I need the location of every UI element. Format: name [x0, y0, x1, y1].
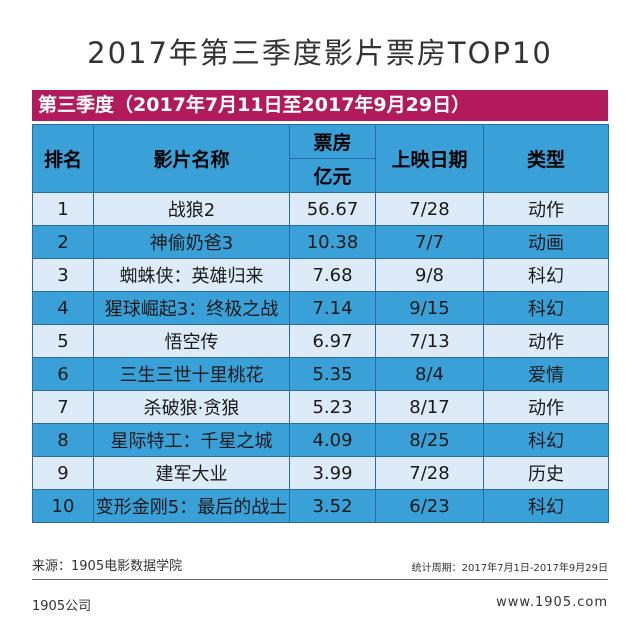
box-office-cell: 5.35	[289, 357, 376, 391]
release-date-cell: 9/15	[375, 291, 484, 325]
box-office-table: 排名 影片名称 票房 上映日期 类型 亿元 1 战狼2 56.67 7/28 动…	[32, 124, 609, 523]
genre-cell: 科幻	[483, 258, 609, 292]
period-banner: 第三季度（2017年7月11日至2017年9月29日）	[32, 90, 608, 121]
header-release-date: 上映日期	[375, 124, 484, 193]
page-title: 2017年第三季度影片票房TOP10	[87, 36, 553, 70]
header-rank: 排名	[32, 124, 94, 193]
rank-cell: 5	[32, 324, 94, 358]
release-date-cell: 6/23	[375, 489, 484, 523]
rank-cell: 2	[32, 225, 94, 259]
table-row: 6 三生三世十里桃花 5.35 8/4 爱情	[32, 357, 609, 391]
genre-cell: 动画	[483, 225, 609, 259]
header-film: 影片名称	[93, 124, 290, 193]
release-date-cell: 8/17	[375, 390, 484, 424]
release-date-cell: 8/25	[375, 423, 484, 457]
film-cell: 蜘蛛侠：英雄归来	[93, 258, 290, 292]
box-office-cell: 10.38	[289, 225, 376, 259]
box-office-cell: 7.68	[289, 258, 376, 292]
rank-cell: 3	[32, 258, 94, 292]
film-cell: 星际特工：千星之城	[93, 423, 290, 457]
box-office-cell: 3.99	[289, 456, 376, 490]
genre-cell: 科幻	[483, 423, 609, 457]
table-row: 5 悟空传 6.97 7/13 动作	[32, 324, 609, 358]
rank-cell: 7	[32, 390, 94, 424]
company-name: 1905公司	[32, 599, 92, 614]
header-box-office-unit: 亿元	[289, 158, 376, 193]
table-row: 3 蜘蛛侠：英雄归来 7.68 9/8 科幻	[32, 258, 609, 292]
table-row: 1 战狼2 56.67 7/28 动作	[32, 192, 609, 226]
rank-cell: 1	[32, 192, 94, 226]
table-row: 8 星际特工：千星之城 4.09 8/25 科幻	[32, 423, 609, 457]
box-office-cell: 5.23	[289, 390, 376, 424]
header-box-office: 票房	[289, 124, 376, 159]
release-date-cell: 8/4	[375, 357, 484, 391]
release-date-cell: 7/13	[375, 324, 484, 358]
footer-divider	[32, 579, 608, 580]
box-office-cell: 6.97	[289, 324, 376, 358]
release-date-cell: 9/8	[375, 258, 484, 292]
box-office-cell: 4.09	[289, 423, 376, 457]
genre-cell: 动作	[483, 390, 609, 424]
genre-cell: 动作	[483, 192, 609, 226]
box-office-cell: 3.52	[289, 489, 376, 523]
film-cell: 变形金刚5：最后的战士	[93, 489, 290, 523]
film-cell: 建军大业	[93, 456, 290, 490]
film-cell: 三生三世十里桃花	[93, 357, 290, 391]
header-genre: 类型	[483, 124, 609, 193]
table-row: 9 建军大业 3.99 7/28 历史	[32, 456, 609, 490]
rank-cell: 9	[32, 456, 94, 490]
box-office-cell: 56.67	[289, 192, 376, 226]
genre-cell: 科幻	[483, 489, 609, 523]
rank-cell: 6	[32, 357, 94, 391]
film-cell: 神偷奶爸3	[93, 225, 290, 259]
rank-cell: 4	[32, 291, 94, 325]
film-cell: 杀破狼·贪狼	[93, 390, 290, 424]
film-cell: 战狼2	[93, 192, 290, 226]
film-cell: 猩球崛起3：终极之战	[93, 291, 290, 325]
film-cell: 悟空传	[93, 324, 290, 358]
table-row: 2 神偷奶爸3 10.38 7/7 动画	[32, 225, 609, 259]
table-row: 10 变形金刚5：最后的战士 3.52 6/23 科幻	[32, 489, 609, 523]
genre-cell: 历史	[483, 456, 609, 490]
rank-cell: 8	[32, 423, 94, 457]
table-row: 4 猩球崛起3：终极之战 7.14 9/15 科幻	[32, 291, 609, 325]
genre-cell: 科幻	[483, 291, 609, 325]
table-row: 7 杀破狼·贪狼 5.23 8/17 动作	[32, 390, 609, 424]
statistics-period: 统计周期：2017年7月1日-2017年9月29日	[411, 563, 608, 574]
release-date-cell: 7/28	[375, 456, 484, 490]
rank-cell: 10	[32, 489, 94, 523]
genre-cell: 动作	[483, 324, 609, 358]
website-url: www.1905.com	[496, 595, 608, 610]
release-date-cell: 7/7	[375, 225, 484, 259]
release-date-cell: 7/28	[375, 192, 484, 226]
box-office-cell: 7.14	[289, 291, 376, 325]
data-source: 来源：1905电影数据学院	[32, 559, 183, 574]
genre-cell: 爱情	[483, 357, 609, 391]
